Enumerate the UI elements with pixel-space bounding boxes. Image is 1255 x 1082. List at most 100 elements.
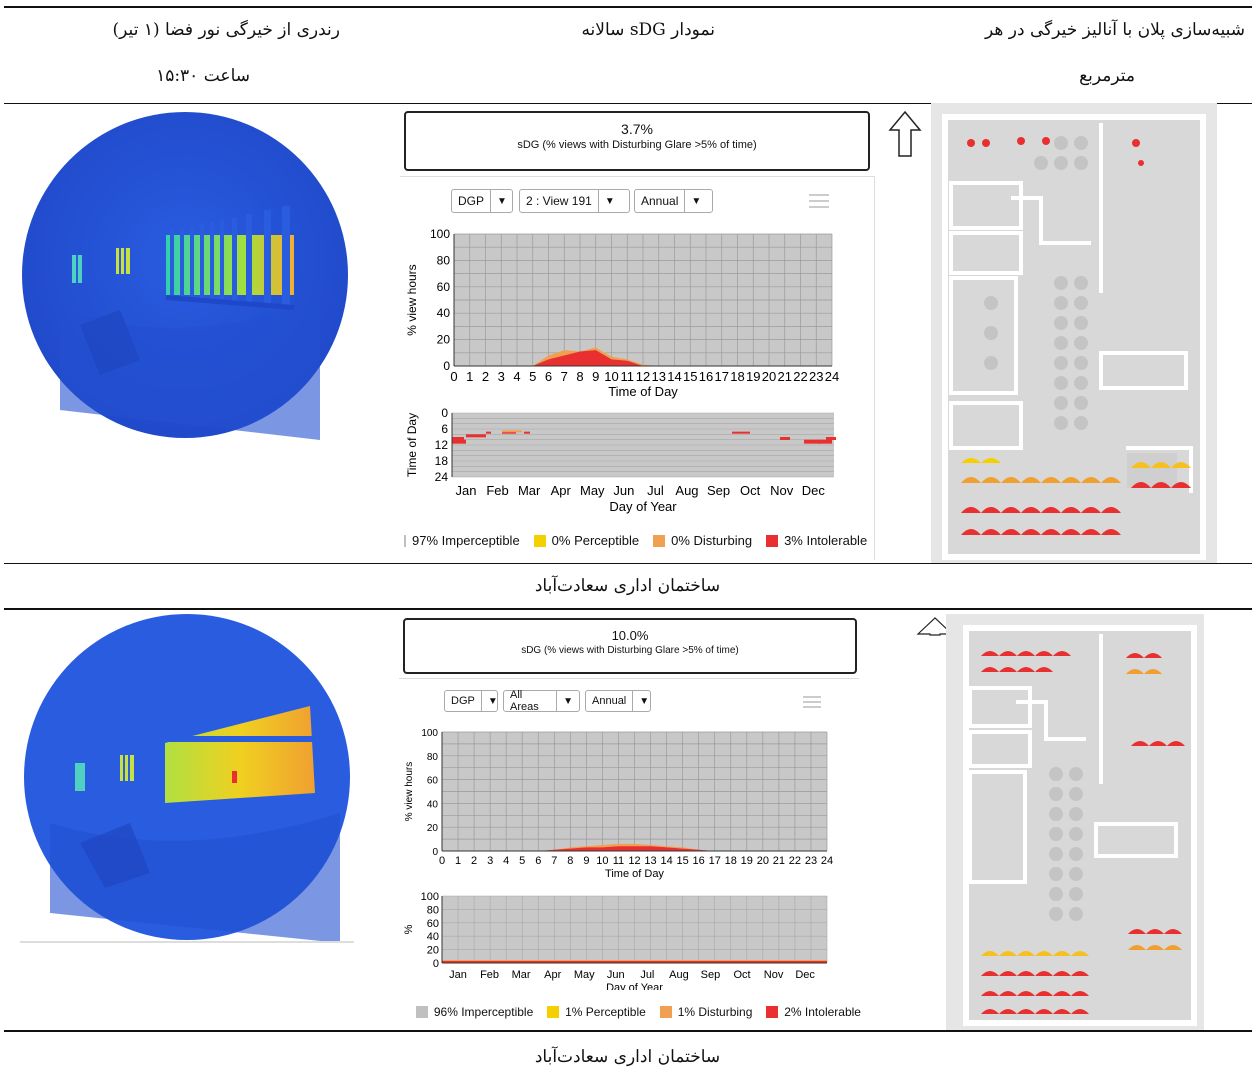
x-tick-label: 13 [652,369,666,384]
heatmap-cell [804,439,820,444]
x-tick-label: 15 [677,855,689,867]
table-top-rule [4,6,1252,8]
menu-icon[interactable] [803,694,821,708]
chart-panel-border-2 [399,678,859,679]
x-tick-label: May [574,969,595,981]
view-dropdown-1[interactable]: 2 : View 191 ▼ [519,189,630,213]
x-tick-label: 13 [644,855,656,867]
x-tick-label: 16 [693,855,705,867]
y-tick-label: 40 [427,931,439,943]
x-tick-label: 7 [551,855,557,867]
chevron-down-icon: ▼ [639,695,650,707]
floor-plan-glare-1 [931,103,1217,563]
north-arrow-icon [888,110,922,162]
x-tick-label: 15 [683,369,697,384]
x-tick-label: Jun [607,969,625,981]
chevron-down-icon: ▼ [563,695,573,707]
x-tick-label: Aug [675,483,698,498]
x-tick-label: Nov [770,483,794,498]
x-tick-label: 4 [503,855,509,867]
chevron-down-icon: ▼ [497,195,507,207]
y-tick-label: 40 [427,799,439,810]
metric-dropdown-1[interactable]: DGP ▼ [451,189,513,213]
x-tick-label: 1 [466,369,473,384]
header-render-line1: رندری از خیرگی نور فضا (۱ تیر) [112,20,340,40]
x-tick-label: Sep [707,483,730,498]
x-tick-label: 9 [583,855,589,867]
x-tick-label: 0 [450,369,457,384]
fisheye-render-1 [20,110,350,440]
x-tick-label: Dec [795,969,815,981]
x-tick-label: Sep [701,969,721,981]
x-tick-label: 19 [741,855,753,867]
x-tick-label: 4 [513,369,520,384]
x-tick-label: Oct [733,969,750,981]
metric-dropdown-2[interactable]: DGP ▼ [444,690,498,712]
x-tick-label: 12 [628,855,640,867]
x-tick-label: 8 [576,369,583,384]
period-dropdown-2[interactable]: Annual ▼ [585,690,651,712]
y-tick-label: 60 [437,280,451,294]
x-tick-label: Apr [551,483,572,498]
x-tick-label: 1 [455,855,461,867]
x-tick-label: 18 [725,855,737,867]
x-tick-label: 10 [596,855,608,867]
chevron-down-icon: ▼ [487,695,498,707]
area-dropdown-2[interactable]: All Areas ▼ [503,689,580,713]
y-tick-label: 100 [421,891,439,903]
y-axis-label: % [403,924,415,934]
x-tick-label: 9 [592,369,599,384]
x-tick-label: 0 [439,855,445,867]
x-tick-label: Aug [669,969,689,981]
legend-intolerable: 3% Intolerable [784,533,868,548]
series-area-intolerable [442,846,827,851]
period-dropdown-1[interactable]: Annual ▼ [634,189,713,213]
y-axis-label: Time of Day [405,413,419,477]
x-tick-label: 24 [821,855,833,867]
hourly-glare-chart-1: 0 1 2 3 4 5 6 7 8 9 10 11 12 13 14 15 16 17 18 19 20 21 22 23 24… [405,227,839,399]
x-tick-label: 24 [825,369,839,384]
x-tick-label: 16 [699,369,713,384]
heatmap-cell [452,439,466,444]
x-tick-label: 3 [498,369,505,384]
heatmap-cell [502,431,516,434]
x-tick-label: 17 [709,855,721,867]
x-tick-label: 5 [519,855,525,867]
sdg-value-2: 10.0% [611,628,649,643]
annual-heatmap-1: 0 6 12 18 24 Jan Feb Mar Apr May Jun Jul Aug Sep Oct No… [405,406,836,514]
y-tick-label: 6 [441,422,448,436]
header-plan-line1: شبیه‌سازی پلان با آنالیز خیرگی در هر [985,20,1245,40]
x-tick-label: 22 [793,369,807,384]
y-tick-label: 0 [433,958,439,970]
caption-1: ساختمان اداری سعادت‌آباد [534,576,721,596]
legend-imperceptible: 97% Imperceptible [412,533,520,548]
x-tick-label: 3 [487,855,493,867]
heatmap-cell [732,431,750,434]
y-tick-label: 18 [435,454,449,468]
chevron-down-icon: ▼ [691,195,702,207]
y-tick-label: 20 [427,945,439,957]
x-tick-label: May [580,483,605,498]
x-tick-label: Dec [802,483,826,498]
sdg-description-1: sDG (% views with Disturbing Glare >5% o… [517,139,757,151]
header-plan-line2: مترمربع [1079,66,1135,86]
x-tick-label: 20 [757,855,769,867]
y-tick-label: 100 [430,227,450,241]
heatmap-cell [780,437,790,440]
y-tick-label: 12 [435,438,449,452]
y-axis-label: % view hours [404,762,415,821]
legend-perceptible: 1% Perceptible [565,1005,646,1019]
fisheye-render-2 [20,613,354,945]
menu-icon[interactable] [809,193,829,209]
chart-panel-border-1 [400,176,875,560]
x-tick-label: 14 [667,369,681,384]
north-arrow-icon [910,614,960,640]
y-tick-label: 100 [421,728,438,739]
x-tick-label: 7 [561,369,568,384]
x-tick-label: Jun [613,483,634,498]
heatmap-cell [826,437,836,440]
x-axis-label: Time of Day [605,868,664,880]
x-tick-label: 19 [746,369,760,384]
x-axis-label: Day of Year [606,982,663,990]
